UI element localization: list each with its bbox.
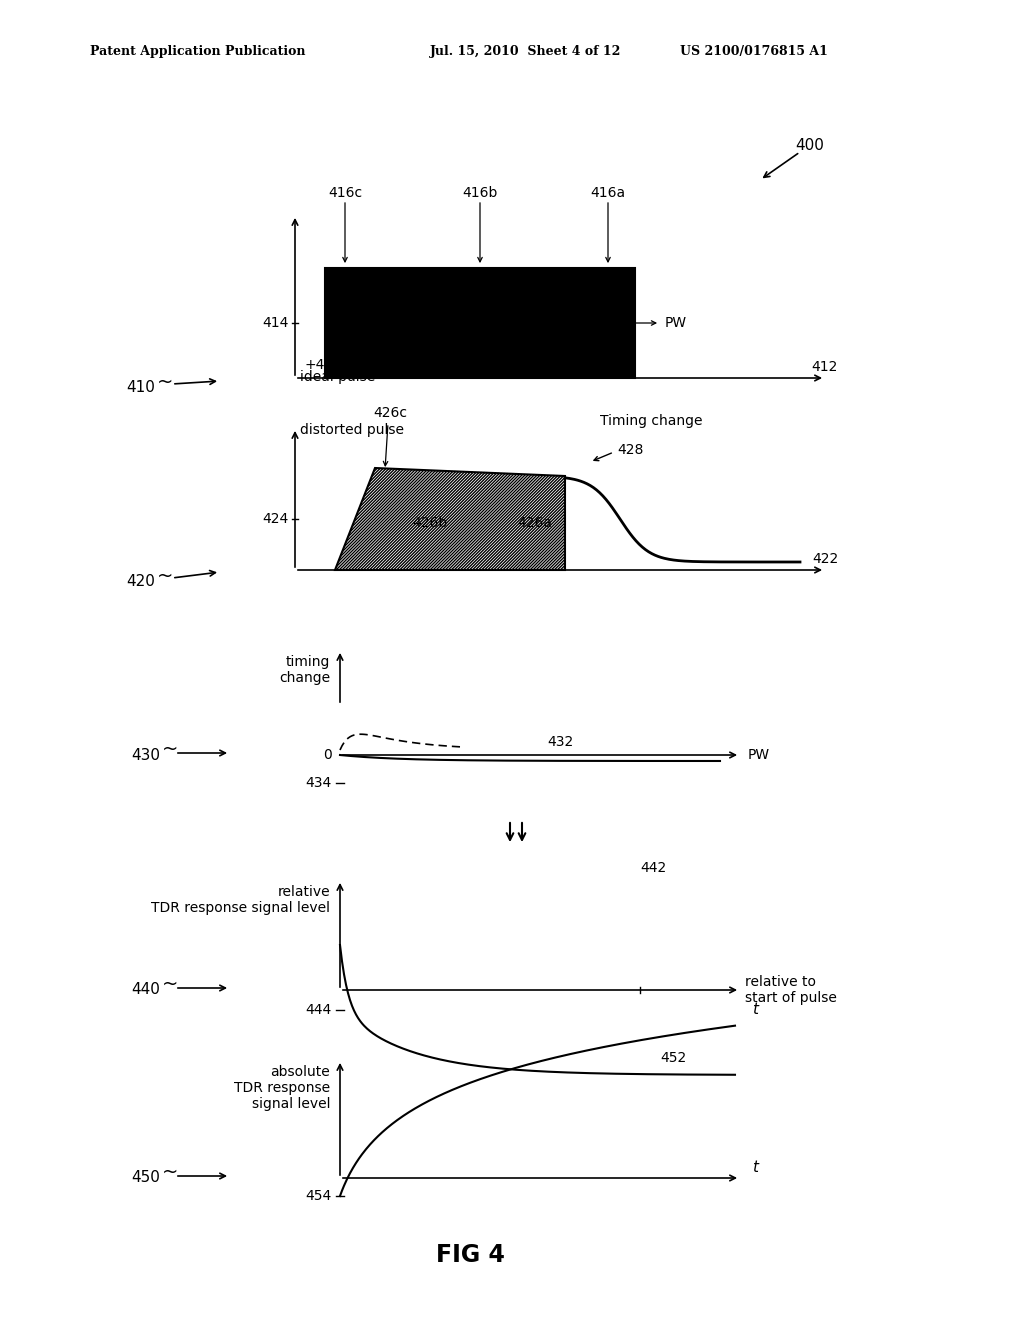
Bar [325, 268, 635, 378]
Text: 414: 414 [262, 315, 289, 330]
Text: distorted pulse: distorted pulse [300, 422, 404, 437]
Text: +401: +401 [305, 358, 343, 372]
Text: ~: ~ [157, 566, 173, 586]
Text: 426c: 426c [373, 407, 407, 420]
Text: 426a: 426a [517, 516, 553, 531]
Text: 440: 440 [131, 982, 160, 998]
Text: 442: 442 [640, 861, 667, 875]
Text: 410: 410 [126, 380, 155, 396]
Text: ~: ~ [157, 372, 173, 392]
Text: 420: 420 [126, 574, 155, 590]
Text: 400: 400 [795, 137, 824, 153]
Text: ~: ~ [162, 1163, 178, 1181]
Text: ideal pulse: ideal pulse [300, 370, 375, 384]
Text: 452: 452 [660, 1051, 686, 1065]
Text: PW: PW [748, 748, 770, 762]
Text: ~: ~ [162, 739, 178, 759]
Text: timing
change: timing change [279, 655, 330, 685]
Text: FIG 4: FIG 4 [435, 1243, 505, 1267]
Text: 426b: 426b [413, 516, 447, 531]
Text: 416c: 416c [328, 186, 362, 201]
Text: 434: 434 [306, 776, 332, 789]
Text: US 2100/0176815 A1: US 2100/0176815 A1 [680, 45, 827, 58]
Text: 0: 0 [324, 748, 332, 762]
Text: 432: 432 [547, 735, 573, 748]
Text: 454: 454 [306, 1189, 332, 1203]
Text: 412: 412 [812, 360, 839, 374]
Text: 422: 422 [812, 552, 838, 566]
Text: Patent Application Publication: Patent Application Publication [90, 45, 305, 58]
Text: 416b: 416b [462, 186, 498, 201]
Text: ~: ~ [162, 974, 178, 994]
Text: 450: 450 [131, 1171, 160, 1185]
Text: 428: 428 [617, 444, 643, 457]
Text: t: t [752, 1160, 758, 1175]
Text: 424: 424 [263, 512, 289, 525]
Text: relative to
start of pulse: relative to start of pulse [745, 975, 837, 1006]
Text: 430: 430 [131, 747, 160, 763]
Text: 416a: 416a [591, 186, 626, 201]
Text: absolute
TDR response
signal level: absolute TDR response signal level [233, 1065, 330, 1111]
Text: relative
TDR response signal level: relative TDR response signal level [151, 884, 330, 915]
Text: t: t [752, 1002, 758, 1018]
Text: 444: 444 [306, 1003, 332, 1016]
Text: Jul. 15, 2010  Sheet 4 of 12: Jul. 15, 2010 Sheet 4 of 12 [430, 45, 622, 58]
Text: Timing change: Timing change [600, 414, 702, 428]
Text: PW: PW [665, 315, 687, 330]
